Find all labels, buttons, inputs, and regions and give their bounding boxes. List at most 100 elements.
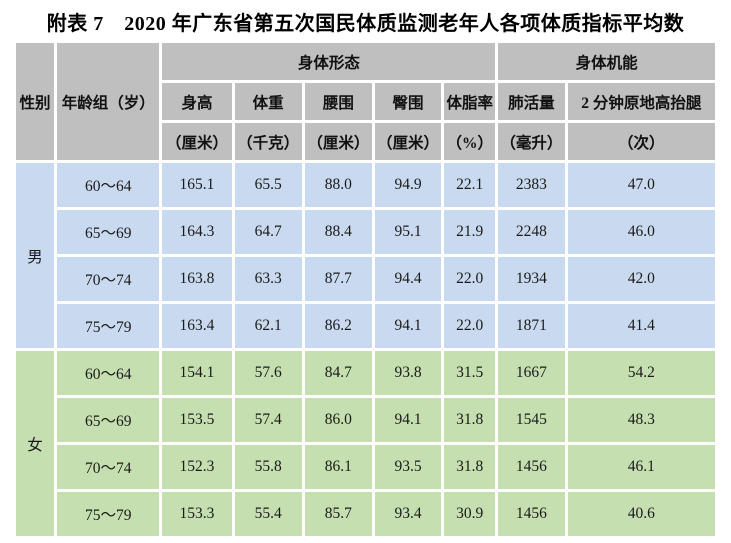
value-cell: 1545 (498, 398, 565, 442)
stats-table: 性别 年龄组（岁） 身体形态 身体机能 身高 体重 腰围 臀围 体脂率 肺活量 … (13, 40, 718, 539)
column-unit-weight: （千克） (234, 123, 302, 160)
column-unit-hip: （厘米） (374, 123, 442, 160)
value-cell: 64.7 (234, 210, 302, 254)
gender-cell-male: 男 (16, 163, 55, 348)
age-cell: 65～69 (57, 398, 160, 442)
body-function-group-header: 身体机能 (498, 43, 715, 80)
value-cell: 163.4 (162, 304, 232, 348)
value-cell: 93.8 (374, 351, 442, 395)
age-cell: 70～74 (57, 445, 160, 489)
value-cell: 22.1 (444, 163, 496, 207)
value-cell: 57.6 (234, 351, 302, 395)
value-cell: 48.3 (567, 398, 715, 442)
value-cell: 46.0 (567, 210, 715, 254)
value-cell: 22.0 (444, 257, 496, 301)
column-name-weight: 体重 (234, 83, 302, 120)
value-cell: 88.0 (304, 163, 372, 207)
value-cell: 94.1 (374, 398, 442, 442)
table-row: 65～69 164.3 64.7 88.4 95.1 21.9 2248 46.… (16, 210, 715, 254)
table-row: 男 60～64 165.1 65.5 88.0 94.9 22.1 2383 4… (16, 163, 715, 348)
value-cell: 164.3 (162, 210, 232, 254)
value-cell: 57.4 (234, 398, 302, 442)
page-title: 附表 7 2020 年广东省第五次国民体质监测老年人各项体质指标平均数 (46, 13, 685, 35)
column-name-vital-capacity: 肺活量 (498, 83, 565, 120)
column-name-hip: 臀围 (374, 83, 442, 120)
value-cell: 1934 (498, 257, 565, 301)
value-cell: 1456 (498, 492, 565, 536)
value-cell: 88.4 (304, 210, 372, 254)
value-cell: 86.2 (304, 304, 372, 348)
value-cell: 86.0 (304, 398, 372, 442)
value-cell: 2248 (498, 210, 565, 254)
male-section: 男 60～64 165.1 65.5 88.0 94.9 22.1 2383 4… (16, 163, 715, 348)
table-header: 性别 年龄组（岁） 身体形态 身体机能 身高 体重 腰围 臀围 体脂率 肺活量 … (16, 43, 715, 160)
value-cell: 63.3 (234, 257, 302, 301)
gender-cell-female: 女 (16, 351, 55, 536)
age-cell: 60～64 (57, 163, 160, 207)
header-row-units: （厘米） （千克） （厘米） （厘米） （%） （毫升） （次） (16, 123, 715, 160)
value-cell: 154.1 (162, 351, 232, 395)
value-cell: 2383 (498, 163, 565, 207)
header-row-names: 身高 体重 腰围 臀围 体脂率 肺活量 2 分钟原地高抬腿 (16, 83, 715, 120)
value-cell: 21.9 (444, 210, 496, 254)
value-cell: 42.0 (567, 257, 715, 301)
table-row: 75～79 163.4 62.1 86.2 94.1 22.0 1871 41.… (16, 304, 715, 348)
column-name-height: 身高 (162, 83, 232, 120)
table-row: 女 60～64 154.1 57.6 84.7 93.8 31.5 1667 5… (16, 351, 715, 536)
value-cell: 93.5 (374, 445, 442, 489)
column-unit-vital-capacity: （毫升） (498, 123, 565, 160)
table-row: 70～74 152.3 55.8 86.1 93.5 31.8 1456 46.… (16, 445, 715, 489)
value-cell: 85.7 (304, 492, 372, 536)
value-cell: 46.1 (567, 445, 715, 489)
age-group-header: 年龄组（岁） (57, 43, 160, 160)
column-name-high-knees: 2 分钟原地高抬腿 (567, 83, 715, 120)
column-unit-high-knees: （次） (567, 123, 715, 160)
column-unit-height: （厘米） (162, 123, 232, 160)
value-cell: 94.1 (374, 304, 442, 348)
value-cell: 86.1 (304, 445, 372, 489)
value-cell: 30.9 (444, 492, 496, 536)
gender-group-header: 性别 (16, 43, 55, 160)
column-name-bodyfat: 体脂率 (444, 83, 496, 120)
value-cell: 94.4 (374, 257, 442, 301)
value-cell: 54.2 (567, 351, 715, 395)
value-cell: 152.3 (162, 445, 232, 489)
female-section: 女 60～64 154.1 57.6 84.7 93.8 31.5 1667 5… (16, 351, 715, 536)
value-cell: 40.6 (567, 492, 715, 536)
value-cell: 153.3 (162, 492, 232, 536)
value-cell: 22.0 (444, 304, 496, 348)
column-unit-bodyfat: （%） (444, 123, 496, 160)
value-cell: 31.8 (444, 445, 496, 489)
age-cell: 60～64 (57, 351, 160, 395)
value-cell: 41.4 (567, 304, 715, 348)
value-cell: 163.8 (162, 257, 232, 301)
table-row: 65～69 153.5 57.4 86.0 94.1 31.8 1545 48.… (16, 398, 715, 442)
value-cell: 1871 (498, 304, 565, 348)
value-cell: 1456 (498, 445, 565, 489)
value-cell: 1667 (498, 351, 565, 395)
value-cell: 94.9 (374, 163, 442, 207)
age-cell: 75～79 (57, 492, 160, 536)
value-cell: 31.8 (444, 398, 496, 442)
age-cell: 65～69 (57, 210, 160, 254)
value-cell: 95.1 (374, 210, 442, 254)
value-cell: 62.1 (234, 304, 302, 348)
value-cell: 31.5 (444, 351, 496, 395)
table-row: 75～79 153.3 55.4 85.7 93.4 30.9 1456 40.… (16, 492, 715, 536)
body-shape-group-header: 身体形态 (162, 43, 496, 80)
table-row: 70～74 163.8 63.3 87.7 94.4 22.0 1934 42.… (16, 257, 715, 301)
age-cell: 70～74 (57, 257, 160, 301)
value-cell: 87.7 (304, 257, 372, 301)
value-cell: 153.5 (162, 398, 232, 442)
value-cell: 55.4 (234, 492, 302, 536)
column-name-waist: 腰围 (304, 83, 372, 120)
value-cell: 47.0 (567, 163, 715, 207)
value-cell: 65.5 (234, 163, 302, 207)
column-unit-waist: （厘米） (304, 123, 372, 160)
value-cell: 165.1 (162, 163, 232, 207)
age-cell: 75～79 (57, 304, 160, 348)
value-cell: 55.8 (234, 445, 302, 489)
value-cell: 84.7 (304, 351, 372, 395)
header-row-groups: 性别 年龄组（岁） 身体形态 身体机能 (16, 43, 715, 160)
